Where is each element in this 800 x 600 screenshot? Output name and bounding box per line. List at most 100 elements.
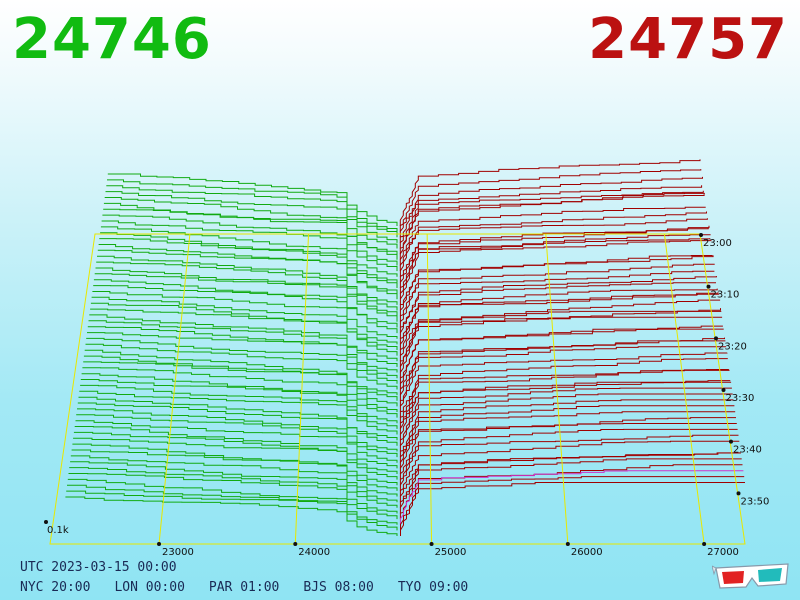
bid-depth-line <box>84 349 398 396</box>
ask-depth-line <box>399 380 731 435</box>
ask-depth-line <box>399 176 703 243</box>
ask-price: 24757 <box>588 7 788 72</box>
time-tick-label: 23:10 <box>711 290 740 301</box>
ask-depth-line <box>399 169 702 232</box>
price-tick-label: 26000 <box>571 547 603 558</box>
bid-depth-line <box>91 296 398 345</box>
price-tick-marker <box>293 542 298 546</box>
price-gridline <box>294 233 310 545</box>
price-tick-marker <box>565 542 570 546</box>
depth-tick-marker <box>44 520 48 524</box>
timezone-lon: LON 00:00 <box>114 580 185 595</box>
3d-glasses-icon[interactable] <box>712 560 792 592</box>
price-tick-label: 24000 <box>298 547 330 558</box>
ask-depth-line <box>399 255 714 317</box>
bid-depth-line <box>67 478 398 520</box>
bid-depth-line <box>80 384 398 429</box>
bid-depth-line <box>65 496 398 536</box>
bid-depth-line <box>101 220 398 272</box>
bid-depth-line <box>83 355 398 401</box>
ask-depth-line <box>399 346 727 407</box>
bid-depth-line <box>95 267 398 317</box>
bid-depth-line <box>102 214 398 266</box>
bid-depth-line <box>70 461 398 503</box>
time-tick-marker <box>721 388 726 392</box>
price-tick-label: 23000 <box>162 547 194 558</box>
bid-depth-line <box>73 431 398 474</box>
bid-depth-line <box>68 473 398 514</box>
price-gridline <box>158 233 191 545</box>
axis-labels: 23000 24000 25000 26000 27000 0.1k 23:00 23:10 2… <box>44 233 769 558</box>
ask-depth-line <box>399 238 711 294</box>
bid-depth-line <box>66 490 398 531</box>
ask-depth-line <box>399 417 736 474</box>
ask-depth-line <box>399 225 710 288</box>
ask-depth-line <box>399 270 715 322</box>
timezone-clocks: NYC 20:00 LON 00:00 PAR 01:00 BJS 08:00 TYO … <box>20 580 492 595</box>
current-ask-depth-line <box>399 470 744 525</box>
time-tick-label: 23:40 <box>733 445 762 456</box>
ask-depth-line <box>399 340 726 401</box>
bid-depth-line <box>98 244 398 294</box>
time-tick-marker <box>736 491 741 496</box>
bid-depth-line <box>88 320 398 367</box>
ask-depth-line <box>400 482 745 536</box>
time-tick-marker <box>729 439 733 444</box>
bid-depth-line <box>94 273 398 322</box>
bid-depth-line <box>82 367 398 412</box>
bid-depth-line <box>79 390 398 435</box>
ask-depth-line <box>400 476 745 531</box>
timezone-par: PAR 01:00 <box>208 580 280 595</box>
ask-depth-line <box>399 452 741 503</box>
bid-depth-line <box>93 285 398 334</box>
ask-depth-line <box>399 206 706 266</box>
ask-depth-line <box>399 452 741 508</box>
utc-timestamp: UTC 2023-03-15 00:00 <box>20 560 177 575</box>
ask-depth-line <box>399 464 743 520</box>
bid-depth-line <box>106 185 398 238</box>
bid-depth-line <box>83 361 398 407</box>
bid-depth-line <box>97 249 398 300</box>
ask-depth-line <box>399 440 740 497</box>
ask-depth-line <box>399 218 708 277</box>
price-tick-marker <box>702 542 707 546</box>
bid-depth-line <box>75 420 398 463</box>
grid <box>49 233 746 545</box>
ask-depth-line <box>399 458 742 514</box>
bid-depth-line <box>96 261 398 311</box>
ask-depth-line <box>399 358 728 418</box>
bid-depth-line <box>76 414 398 458</box>
bid-depth-line <box>77 408 398 452</box>
time-tick-marker <box>714 336 718 341</box>
ask-depth-line <box>399 185 703 238</box>
time-tick-marker <box>699 233 703 237</box>
bid-depth-line <box>100 232 398 283</box>
bid-depth-line <box>69 467 398 508</box>
ask-depth-line <box>399 381 732 441</box>
bid-depth-line <box>90 308 398 356</box>
price-tick-label: 27000 <box>707 547 739 558</box>
bid-depth-line <box>80 379 398 424</box>
ask-depth-line <box>399 337 725 396</box>
time-tick-marker <box>706 284 711 289</box>
ask-depth-line <box>399 263 715 328</box>
price-gridline <box>545 233 569 545</box>
price-tick-marker <box>429 542 434 546</box>
timezone-nyc: NYC 20:00 <box>20 580 91 595</box>
ask-depth-line <box>399 234 711 300</box>
ask-depth-line <box>399 211 707 272</box>
time-tick-label: 23:20 <box>718 341 747 352</box>
ask-depth-line <box>399 369 730 424</box>
price-gridline <box>663 233 705 545</box>
price-tick-marker <box>157 542 162 546</box>
ask-depth-line <box>399 310 722 373</box>
depth-tick-label: 0.1k <box>47 525 69 536</box>
bid-depth-line <box>105 191 398 243</box>
bid-depth-line <box>70 455 398 497</box>
bid-depth-line <box>73 437 398 480</box>
bid-depth-line <box>104 197 398 249</box>
bid-price: 24746 <box>12 7 212 72</box>
bid-depth-line <box>87 332 398 379</box>
ask-depth-line <box>399 240 712 305</box>
ask-depth-line <box>399 352 728 412</box>
